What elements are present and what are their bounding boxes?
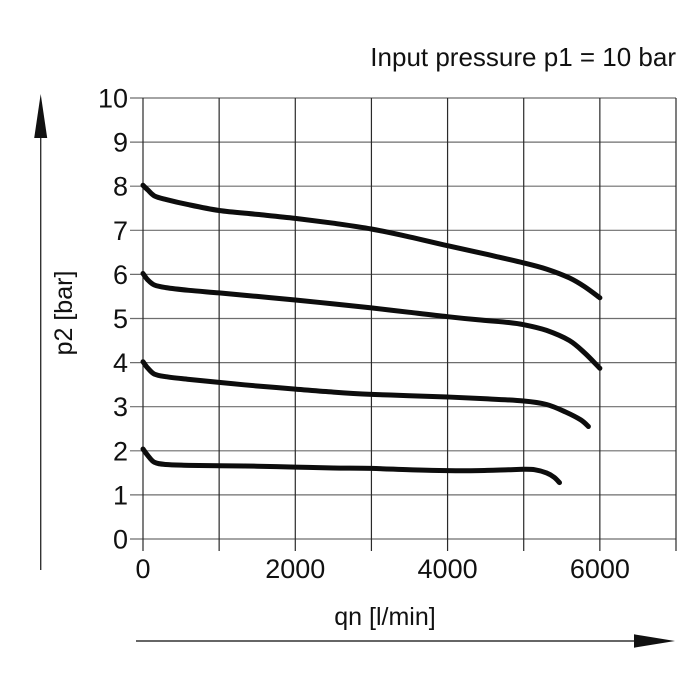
x-tick-label: 6000: [570, 554, 630, 584]
y-tick-label: 10: [98, 84, 128, 114]
curve-setpoint-8-bar: [140, 182, 603, 301]
x-axis-arrow: [136, 634, 675, 648]
y-tick-label: 7: [113, 216, 128, 246]
y-tick-label: 2: [113, 436, 128, 466]
x-tick-label: 2000: [265, 554, 325, 584]
y-axis-label: p2 [bar]: [50, 270, 78, 356]
y-tick-label: 8: [113, 172, 128, 202]
tick-labels: 0 1 2 3 4 5 6 7 8 9 10 0 2000 4000 6000: [98, 84, 630, 585]
x-tick-label: 4000: [418, 554, 478, 584]
grid-lines: [130, 97, 677, 551]
curve-setpoint-6-bar: [140, 271, 603, 371]
y-axis-arrow: [34, 94, 48, 570]
y-tick-label: 4: [113, 348, 128, 378]
data-curves: [140, 182, 603, 486]
x-axis-label: qn [l/min]: [334, 603, 436, 631]
y-tick-label: 1: [113, 480, 128, 510]
curve-setpoint-4-bar: [140, 359, 591, 429]
chart-title: Input pressure p1 = 10 bar: [370, 42, 676, 72]
curve-setpoint-2-bar: [140, 446, 562, 486]
y-tick-label: 9: [113, 128, 128, 158]
y-tick-label: 5: [113, 304, 128, 334]
y-tick-label: 0: [113, 525, 128, 555]
y-tick-label: 3: [113, 392, 128, 422]
y-tick-label: 6: [113, 260, 128, 290]
x-tick-label: 0: [135, 554, 150, 584]
